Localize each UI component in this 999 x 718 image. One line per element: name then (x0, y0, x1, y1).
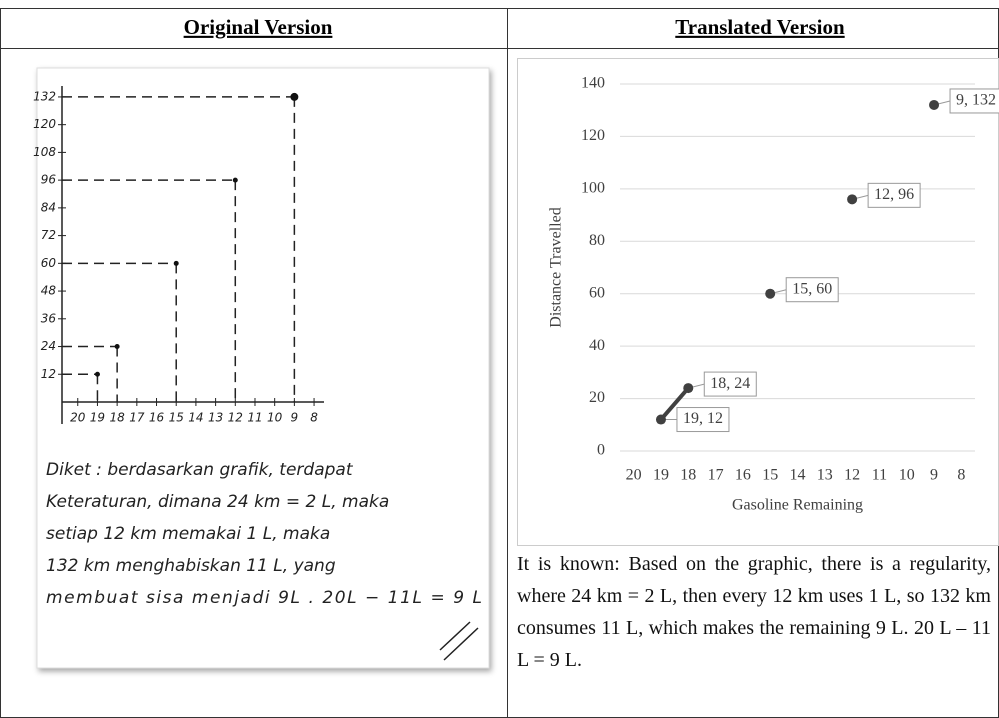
note-line: Keteraturan, dimana 24 km = 2 L, maka (46, 492, 389, 512)
y-tick-label: 140 (581, 75, 605, 92)
data-label: 9, 132 (956, 92, 996, 109)
x-tick-label: 17 (708, 467, 724, 484)
y-tick-label: 36 (41, 311, 57, 325)
paper-photo (37, 68, 489, 668)
note-line: 132 km menghabiskan 11 L, yang (46, 556, 336, 576)
data-label: 18, 24 (710, 375, 750, 392)
x-tick-label: 13 (208, 411, 223, 425)
x-tick-label: 15 (169, 411, 184, 425)
point (95, 372, 100, 377)
point (233, 178, 238, 183)
y-tick-label: 120 (33, 117, 56, 131)
x-tick-label: 17 (129, 411, 145, 425)
page: Original Version Translated Version 12 24… (0, 0, 999, 718)
y-tick-label: 48 (41, 284, 57, 298)
y-tick-label: 84 (41, 200, 56, 214)
y-tick-label: 80 (589, 232, 605, 249)
x-tick-label: 9 (291, 411, 299, 425)
y-tick-label: 40 (589, 337, 605, 354)
x-tick-label: 10 (267, 411, 283, 425)
y-tick-label: 20 (589, 389, 605, 406)
x-tick-label: 8 (310, 411, 318, 425)
x-tick-label: 18 (109, 411, 125, 425)
note-line: setiap 12 km memakai 1 L, maka (46, 524, 330, 544)
note-line: Diket : berdasarkan grafik, terdapat (46, 460, 354, 480)
point (174, 261, 179, 266)
point (115, 344, 120, 349)
x-tick-label: 16 (149, 411, 165, 425)
x-tick-label: 9 (930, 467, 938, 484)
y-tick-label: 108 (33, 145, 56, 159)
x-tick-label: 12 (844, 467, 860, 484)
point (290, 93, 298, 101)
x-tick-label: 11 (872, 467, 887, 484)
x-tick-label: 16 (735, 467, 751, 484)
data-label: 12, 96 (874, 186, 914, 203)
x-tick-label: 11 (247, 411, 262, 425)
left-title: Original Version (184, 15, 333, 39)
x-tick-label: 18 (680, 467, 696, 484)
x-tick-label: 19 (653, 467, 669, 484)
y-tick-label: 60 (41, 256, 57, 270)
point (929, 100, 939, 110)
point (765, 289, 775, 299)
x-tick-label: 10 (899, 467, 915, 484)
y-tick-label: 72 (41, 228, 56, 242)
y-axis-label: Distance Travelled (548, 207, 565, 327)
translated-text: It is known: Based on the graphic, there… (517, 548, 991, 676)
x-tick-label: 14 (188, 411, 203, 425)
x-tick-label: 14 (790, 467, 806, 484)
right-title: Translated Version (675, 15, 845, 39)
y-tick-label: 132 (33, 89, 56, 103)
x-tick-label: 19 (90, 411, 105, 425)
y-tick-label: 12 (41, 367, 56, 381)
y-tick-label: 0 (597, 442, 605, 459)
note-line: membuat sisa menjadi 9L . 20L − 11L = 9 … (46, 588, 482, 608)
data-label: 19, 12 (683, 410, 723, 427)
x-tick-label: 20 (626, 467, 642, 484)
y-tick-label: 100 (581, 180, 605, 197)
x-tick-label: 20 (70, 411, 86, 425)
y-tick-label: 24 (41, 339, 56, 353)
x-tick-label: 8 (957, 467, 965, 484)
x-tick-label: 12 (228, 411, 243, 425)
data-label: 15, 60 (792, 280, 832, 297)
y-tick-label: 60 (589, 284, 605, 301)
point (847, 194, 857, 204)
point (656, 415, 666, 425)
x-tick-label: 13 (817, 467, 833, 484)
x-tick-label: 15 (762, 467, 778, 484)
x-axis-label: Gasoline Remaining (732, 497, 863, 514)
y-tick-label: 96 (41, 173, 57, 187)
y-tick-label: 120 (581, 127, 605, 144)
point (683, 383, 693, 393)
